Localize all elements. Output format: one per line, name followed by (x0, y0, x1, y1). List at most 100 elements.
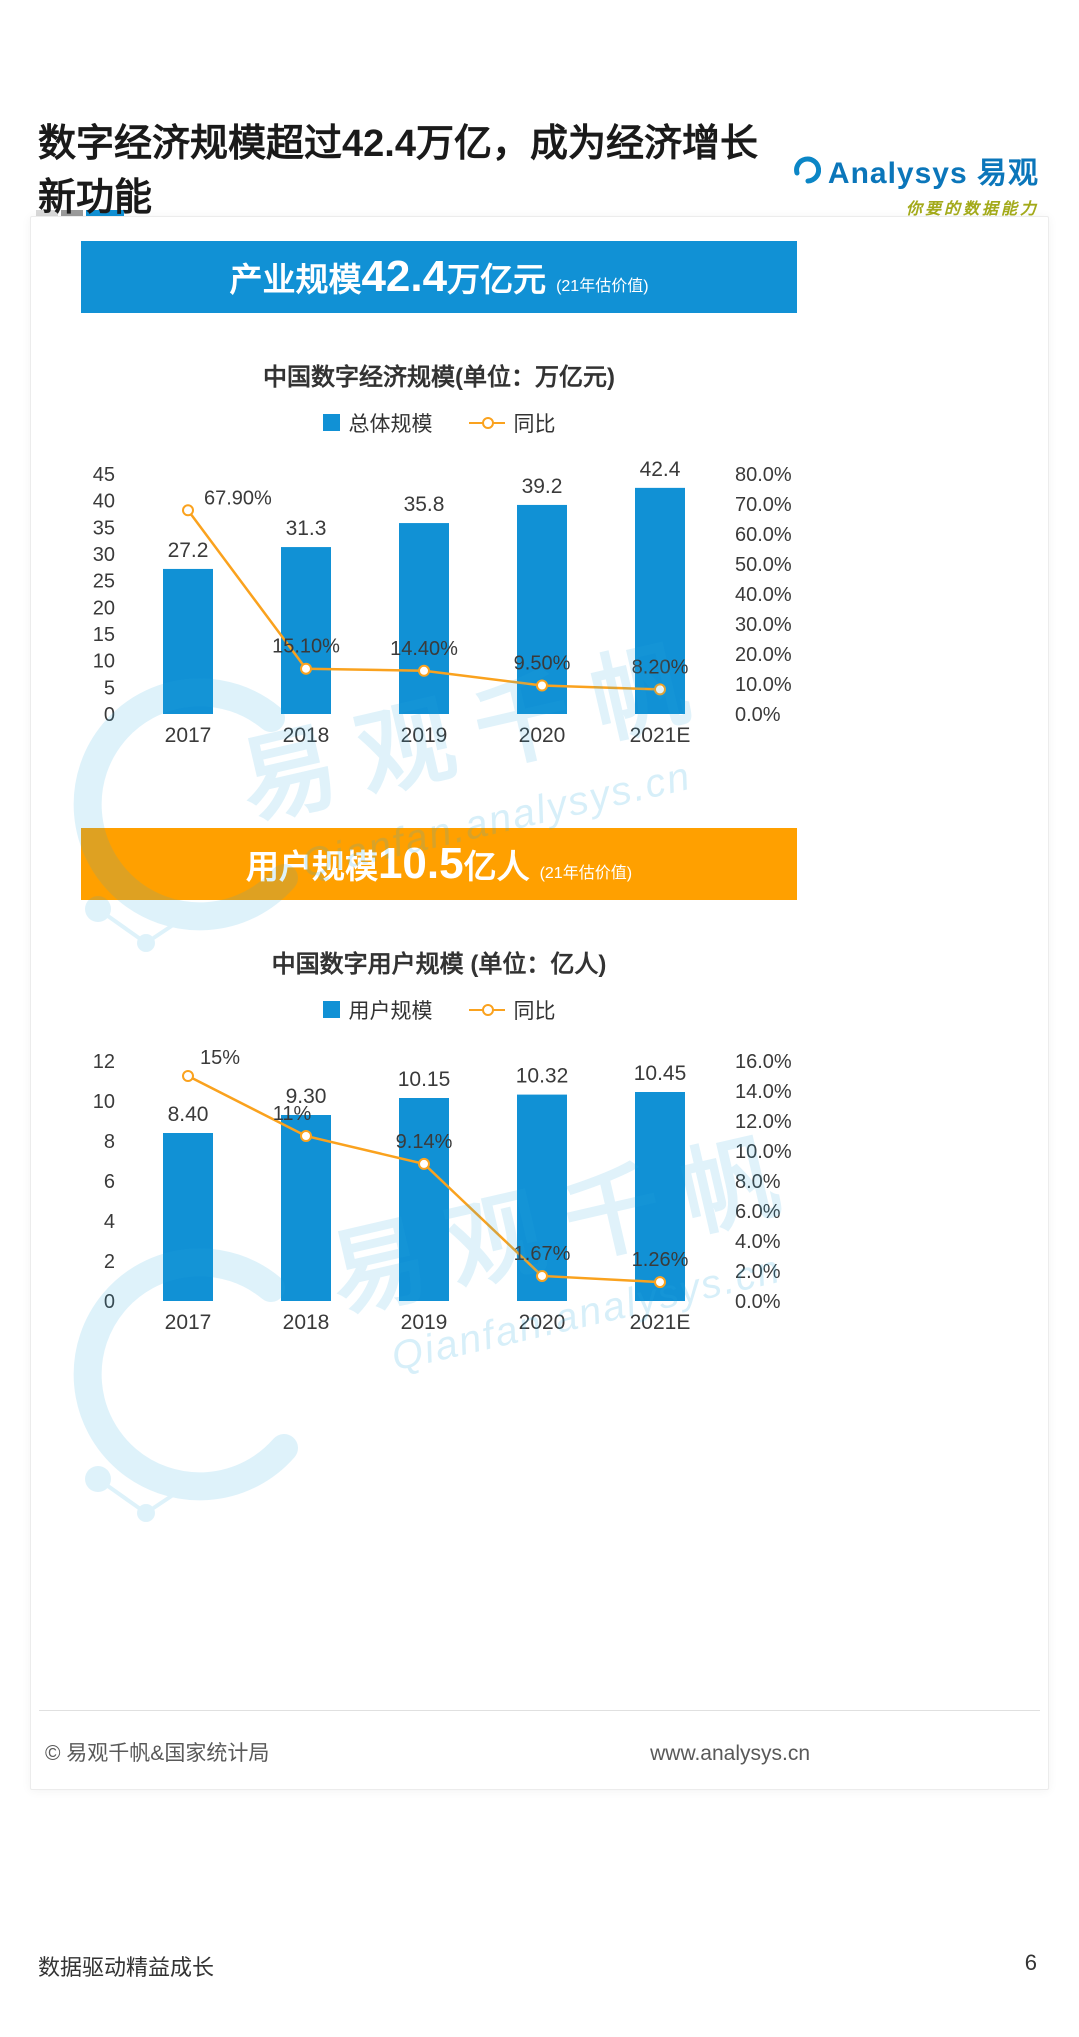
svg-text:15: 15 (93, 624, 115, 646)
svg-text:12.0%: 12.0% (735, 1111, 792, 1133)
svg-text:2018: 2018 (283, 1311, 330, 1334)
banner2-number: 10.5 (377, 838, 464, 888)
legend-line-label: 同比 (513, 412, 556, 436)
svg-text:8.0%: 8.0% (735, 1171, 781, 1193)
brand-tagline: 你要的数据能力 (905, 201, 1039, 218)
page-footer: 数据驱动精益成长 6 (38, 1950, 1037, 1982)
svg-text:9.30: 9.30 (286, 1085, 327, 1108)
svg-text:80.0%: 80.0% (735, 464, 792, 486)
data-source: © 易观千帆&国家统计局 (45, 1741, 270, 1765)
svg-text:0.0%: 0.0% (735, 1291, 781, 1313)
svg-text:2018: 2018 (283, 724, 330, 747)
svg-text:30: 30 (93, 544, 115, 566)
legend-bar-label: 用户规模 (348, 999, 433, 1023)
bar-swatch-icon (322, 1001, 340, 1019)
economy-chart-block: 中国数字经济规模(单位：万亿元) 总体规模 同比 45 40 35 30 25 20 15 1… (59, 357, 819, 748)
svg-text:2: 2 (104, 1251, 115, 1273)
svg-text:67.90%: 67.90% (204, 487, 272, 509)
legend-item-bar: 用户规模 (322, 995, 433, 1025)
report-card: 产业规模42.4万亿元 (21年估价值) 中国数字经济规模(单位：万亿元) 总体规… (30, 215, 1049, 1790)
svg-text:2017: 2017 (165, 1311, 212, 1334)
svg-text:42.4: 42.4 (640, 458, 681, 481)
svg-text:50.0%: 50.0% (735, 554, 792, 576)
svg-text:2021E: 2021E (630, 724, 691, 747)
user-chart-legend: 用户规模 同比 (59, 995, 819, 1025)
banner1-note: (21年估价值) (556, 277, 649, 295)
footer-slogan: 数据驱动精益成长 (38, 1955, 215, 1980)
analysys-logo: Analysys 易观 你要的数据能力 (789, 148, 1039, 219)
user-scale-banner: 用户规模10.5亿人 (21年估价值) (81, 827, 797, 900)
svg-text:25: 25 (93, 571, 115, 593)
svg-text:1.26%: 1.26% (632, 1249, 689, 1271)
banner1-number: 42.4 (361, 251, 448, 301)
svg-text:40.0%: 40.0% (735, 584, 792, 606)
brand-name: Analysys 易观 (827, 157, 1039, 190)
legend-item-line: 同比 (468, 995, 556, 1025)
svg-text:9.14%: 9.14% (396, 1131, 453, 1153)
svg-text:0: 0 (104, 704, 115, 726)
industry-scale-banner: 产业规模42.4万亿元 (21年估价值) (81, 240, 797, 313)
svg-text:10.0%: 10.0% (735, 674, 792, 696)
svg-text:2020: 2020 (519, 1311, 566, 1334)
svg-text:10: 10 (93, 651, 115, 673)
website-link[interactable]: www.analysys.cn (650, 1741, 810, 1765)
banner2-note: (21年估价值) (539, 864, 633, 882)
svg-text:6.0%: 6.0% (735, 1201, 781, 1223)
user-chart-block: 中国数字用户规模 (单位：亿人) 用户规模 同比 12 10 8 6 4 2 0 16.0% 1… (59, 944, 819, 1335)
page-title-line2: 新功能 (38, 176, 153, 219)
header-progress-decoration (36, 210, 124, 218)
svg-text:16.0%: 16.0% (735, 1051, 792, 1073)
svg-text:20: 20 (93, 597, 115, 619)
svg-text:35: 35 (93, 517, 115, 539)
svg-text:2021E: 2021E (630, 1311, 691, 1334)
legend-line-label: 同比 (513, 999, 556, 1023)
svg-text:9.50%: 9.50% (514, 652, 571, 674)
svg-text:0: 0 (104, 1291, 115, 1313)
page-title-line1: 数字经济规模超过42.4万亿，成为经济增长 (38, 123, 758, 165)
svg-text:10.45: 10.45 (634, 1062, 687, 1085)
analysys-swoosh-icon (789, 152, 821, 189)
page-title: 数字经济规模超过42.4万亿，成为经济增长 新功能 (38, 118, 959, 226)
svg-text:4: 4 (104, 1211, 115, 1233)
deco-bar-blue (86, 210, 124, 218)
svg-text:14.0%: 14.0% (735, 1081, 792, 1103)
svg-text:2020: 2020 (519, 724, 566, 747)
svg-text:30.0%: 30.0% (735, 614, 792, 636)
svg-text:10.32: 10.32 (516, 1065, 569, 1088)
digital-economy-chart: 45 40 35 30 25 20 15 10 5 0 80.0% 70.0% 60.0% 50.0% 40… (93, 458, 792, 747)
svg-text:45: 45 (93, 464, 115, 486)
svg-text:8: 8 (104, 1131, 115, 1153)
svg-text:20.0%: 20.0% (735, 644, 792, 666)
legend-item-line: 同比 (468, 408, 556, 438)
svg-text:2017: 2017 (165, 724, 212, 747)
svg-text:2019: 2019 (401, 724, 448, 747)
svg-text:60.0%: 60.0% (735, 524, 792, 546)
svg-text:10: 10 (93, 1091, 115, 1113)
line-marker-icon (468, 1003, 505, 1016)
svg-text:0.0%: 0.0% (735, 704, 781, 726)
legend-item-bar: 总体规模 (322, 408, 433, 438)
economy-chart-legend: 总体规模 同比 (59, 408, 819, 438)
digital-user-chart: 12 10 8 6 4 2 0 16.0% 14.0% 12.0% 10.0% 8.0% 6.0% 4.0… (93, 1047, 792, 1334)
svg-text:15%: 15% (200, 1047, 240, 1069)
legend-bar-label: 总体规模 (348, 412, 433, 436)
line-marker-icon (468, 416, 505, 429)
economy-chart-title: 中国数字经济规模(单位：万亿元) (263, 363, 615, 391)
bar-swatch-icon (322, 414, 340, 432)
svg-text:27.2: 27.2 (168, 539, 209, 562)
svg-text:11%: 11% (273, 1103, 312, 1125)
svg-text:10.0%: 10.0% (735, 1141, 792, 1163)
banner2-prefix: 用户规模 (245, 847, 378, 885)
svg-text:12: 12 (93, 1051, 115, 1073)
svg-text:6: 6 (104, 1171, 115, 1193)
card-footer: © 易观千帆&国家统计局 www.analysys.cn (39, 1709, 1040, 1771)
page-number: 6 (1024, 1950, 1037, 1975)
svg-text:15.10%: 15.10% (272, 636, 340, 658)
user-chart-title: 中国数字用户规模 (单位：亿人) (271, 950, 607, 978)
svg-text:40: 40 (93, 491, 115, 513)
banner2-suffix: 亿人 (463, 847, 530, 885)
svg-text:31.3: 31.3 (286, 517, 327, 540)
svg-text:8.20%: 8.20% (632, 656, 689, 678)
svg-text:2019: 2019 (401, 1311, 448, 1334)
deco-bar-light (36, 210, 58, 218)
